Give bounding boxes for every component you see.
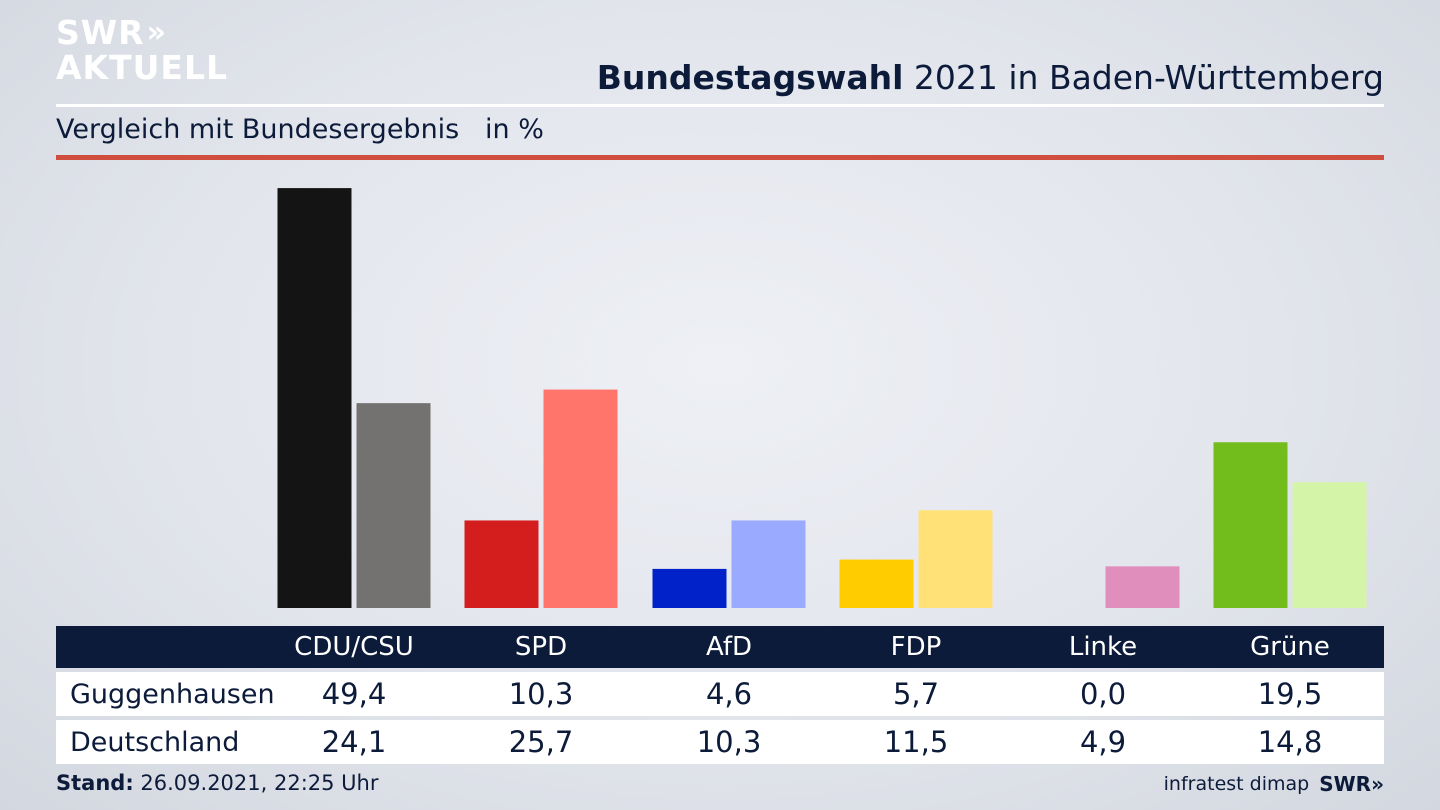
table-value-cell: 24,1: [321, 725, 387, 759]
source-credit: infratest dimap SWR»: [1164, 772, 1384, 796]
table-row-guggenhausen: Guggenhausen 49,4 10,3 4,6 5,7 0,0 19,5: [56, 672, 1384, 716]
table-value-cell: 10,3: [508, 677, 574, 711]
table-header-row: CDU/CSU SPD AfD FDP Linke Grüne: [56, 626, 1384, 668]
table-header-cell: Grüne: [1250, 632, 1330, 662]
header-divider: [56, 104, 1384, 107]
table-value-cell: 0,0: [1079, 677, 1127, 711]
logo-aktuell: AKTUELL: [56, 48, 229, 87]
bar-deutschland-afd: [731, 520, 806, 608]
table-header-cell: CDU/CSU: [294, 632, 414, 662]
table-value-cell: 14,8: [1257, 725, 1323, 759]
source-label: infratest dimap: [1163, 773, 1310, 795]
swr-aktuell-logo: SWR» AKTUELL: [56, 16, 228, 84]
logo-swr: SWR: [56, 13, 145, 52]
table-value-cell: 5,7: [892, 677, 940, 711]
bar-deutschland-linke: [1105, 566, 1180, 608]
title-rest: 2021 in Baden-Württemberg: [903, 58, 1384, 97]
title-bold: Bundestagswahl: [596, 58, 904, 97]
row-label: Guggenhausen: [70, 678, 275, 710]
stand-label: Stand:: [56, 771, 134, 795]
chart-subtitle: Vergleich mit Bundesergebnis in %: [56, 114, 544, 145]
results-table: CDU/CSU SPD AfD FDP Linke Grüne Guggenhausen …: [56, 626, 1384, 764]
table-value-cell: 11,5: [883, 725, 949, 759]
bar-guggenhausen-afd: [652, 568, 727, 608]
table-value-cell: 49,4: [321, 677, 387, 711]
bar-deutschland-fdp: [918, 510, 993, 608]
stand-value: 26.09.2021, 22:25 Uhr: [133, 771, 379, 795]
bar-guggenhausen-cdu-csu: [277, 188, 352, 608]
bar-guggenhausen-grüne: [1213, 442, 1288, 608]
page-title: Bundestagswahl 2021 in Baden-Württemberg: [597, 58, 1384, 97]
table-header-cell: FDP: [890, 632, 942, 662]
bar-guggenhausen-spd: [464, 520, 539, 608]
bar-deutschland-cdu-csu: [356, 403, 431, 608]
bar-deutschland-grüne: [1292, 482, 1367, 608]
table-value-cell: 19,5: [1257, 677, 1323, 711]
table-value-cell: 25,7: [508, 725, 574, 759]
table-value-cell: 4,9: [1079, 725, 1127, 759]
table-row-deutschland: Deutschland 24,1 25,7 10,3 11,5 4,9 14,8: [56, 720, 1384, 764]
table-header-cell: Linke: [1068, 632, 1138, 662]
accent-divider: [56, 155, 1384, 160]
table-value-cell: 4,6: [705, 677, 753, 711]
bar-guggenhausen-fdp: [839, 559, 914, 608]
table-header-cell: AfD: [705, 632, 753, 662]
table-value-cell: 10,3: [696, 725, 762, 759]
timestamp: Stand: 26.09.2021, 22:25 Uhr: [56, 771, 379, 795]
row-label: Deutschland: [70, 726, 240, 758]
bar-chart: [277, 188, 1367, 608]
table-header-cell: SPD: [514, 632, 568, 662]
swr-footer-logo: SWR»: [1319, 772, 1384, 796]
bar-deutschland-spd: [543, 389, 618, 608]
